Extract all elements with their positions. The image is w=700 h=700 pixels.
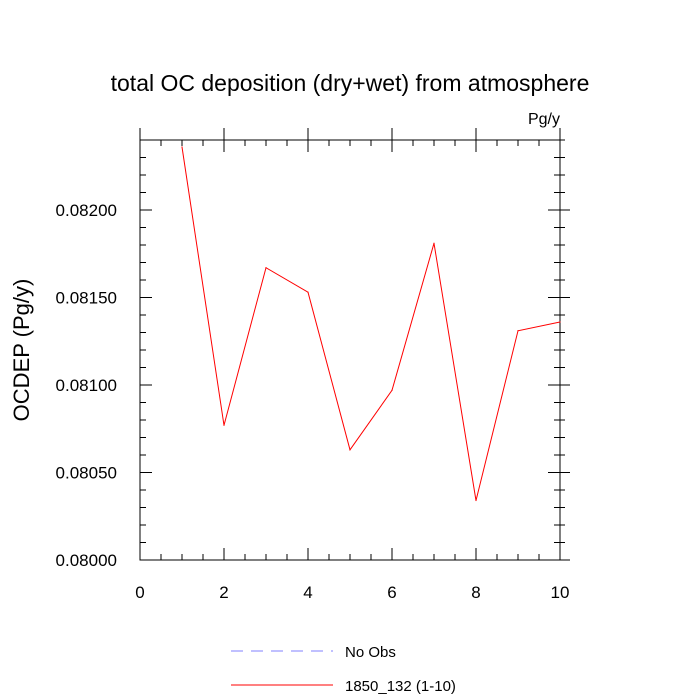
series-layer bbox=[181, 146, 561, 502]
data-point bbox=[181, 146, 183, 148]
y-axis-label: OCDEP (Pg/y) bbox=[9, 279, 34, 422]
x-tick-label: 10 bbox=[551, 583, 570, 602]
legend: No Obs 1850_132 (1-10) bbox=[231, 644, 456, 695]
x-tick-label: 6 bbox=[387, 583, 396, 602]
data-point bbox=[223, 424, 225, 426]
y-tick-labels: 0.08000 0.08050 0.08100 0.08150 0.08200 bbox=[56, 201, 117, 570]
x-tick-label: 2 bbox=[219, 583, 228, 602]
data-point bbox=[307, 291, 309, 293]
y-tick-label: 0.08050 bbox=[56, 464, 117, 483]
data-point bbox=[517, 330, 519, 332]
data-point bbox=[433, 242, 435, 244]
legend-label: 1850_132 (1-10) bbox=[345, 678, 456, 695]
data-point bbox=[265, 267, 267, 269]
x-tick-label: 0 bbox=[135, 583, 144, 602]
y-tick-label: 0.08150 bbox=[56, 289, 117, 308]
data-point bbox=[559, 321, 561, 323]
x-tick-label: 4 bbox=[303, 583, 312, 602]
y-tick-label: 0.08100 bbox=[56, 376, 117, 395]
series-line bbox=[181, 146, 561, 501]
x-tick-labels: 0 2 4 6 8 10 bbox=[135, 583, 569, 602]
data-point bbox=[475, 499, 477, 502]
y-tick-label: 0.08200 bbox=[56, 201, 117, 220]
units-label: Pg/y bbox=[528, 111, 560, 128]
chart-title: total OC deposition (dry+wet) from atmos… bbox=[111, 70, 590, 96]
axis-ticks bbox=[139, 128, 570, 561]
y-tick-label: 0.08000 bbox=[56, 551, 117, 570]
data-point bbox=[349, 449, 351, 451]
x-tick-label: 8 bbox=[471, 583, 480, 602]
legend-label: No Obs bbox=[345, 644, 396, 661]
data-point bbox=[391, 389, 393, 391]
plot-frame bbox=[139, 139, 561, 561]
